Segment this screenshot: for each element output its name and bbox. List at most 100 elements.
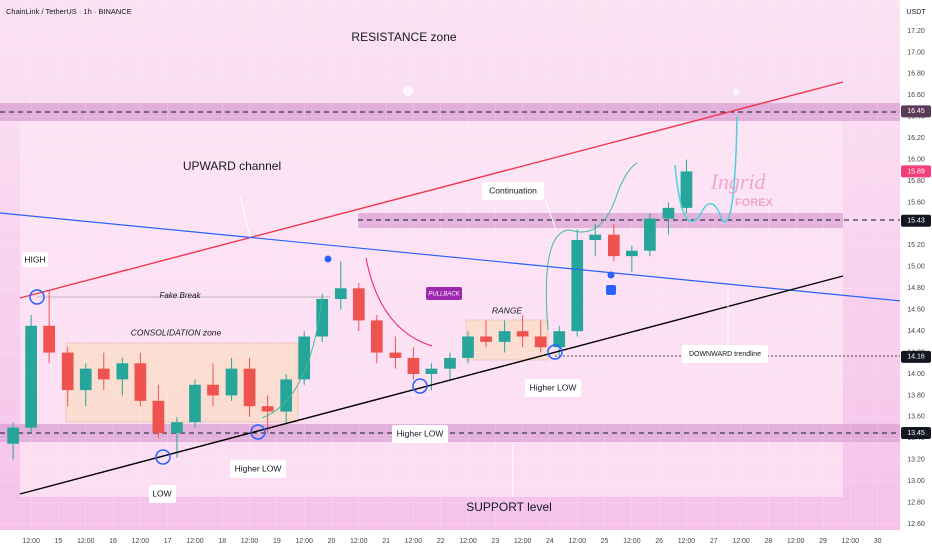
y-tick-label: 13.60	[907, 414, 925, 421]
x-tick-label: 12:00	[350, 538, 368, 545]
label-box	[392, 425, 448, 443]
x-tick-label: 12:00	[295, 538, 313, 545]
pointer	[544, 198, 557, 231]
candle-body	[370, 320, 383, 353]
x-tick-label: 16	[109, 538, 117, 545]
candle-body	[316, 298, 329, 337]
candle-body	[171, 422, 183, 433]
pivot-circle	[250, 424, 266, 440]
y-tick-label: 16.20	[907, 135, 925, 142]
y-tick-label: 13.00	[907, 478, 925, 485]
x-tick-label: 12:00	[186, 538, 204, 545]
annotation: Continuation	[489, 185, 537, 195]
candle-body	[280, 379, 293, 412]
x-tick-label: 12:00	[842, 538, 860, 545]
candle-body	[498, 331, 511, 342]
x-tick-label: 27	[710, 538, 718, 545]
axes: 12.6012.8013.0013.2013.4013.6013.8014.00…	[22, 28, 931, 545]
x-tick-label: 12:00	[77, 538, 95, 545]
arrow	[261, 297, 323, 419]
annotation: CONSOLIDATION zone	[131, 327, 222, 337]
y-tick-label: 13.20	[907, 457, 925, 464]
logo: Ingrid	[710, 169, 767, 194]
downward-trendline	[0, 212, 932, 305]
label-box	[149, 485, 176, 503]
y-tick-label: 17.20	[907, 28, 925, 35]
pivot-circle	[29, 289, 45, 305]
time-axis	[0, 530, 900, 550]
candle-body	[207, 384, 219, 396]
x-tick-label: 20	[328, 538, 336, 545]
y-tick-label: 16.60	[907, 92, 925, 99]
candle-body	[43, 325, 56, 353]
candle-body	[225, 368, 238, 396]
price-axis	[900, 0, 932, 550]
annotation: SUPPORT level	[466, 500, 552, 514]
x-tick-label: 18	[218, 538, 226, 545]
x-tick-label: 12:00	[732, 538, 750, 545]
label-box	[482, 182, 544, 200]
arrow	[545, 162, 638, 331]
candle-body	[243, 368, 256, 407]
x-tick-label: 24	[546, 538, 554, 545]
annotation: HIGH	[24, 254, 45, 264]
y-tick-label: 14.40	[907, 328, 925, 335]
candle-body	[571, 240, 584, 332]
currency: USDT	[906, 9, 926, 16]
candle-body	[480, 336, 492, 342]
y-tick-label: 16.00	[907, 156, 925, 163]
x-tick-label: 26	[655, 538, 663, 545]
price-badge	[901, 426, 931, 439]
annotation: Higher LOW	[397, 428, 444, 438]
x-tick-label: 25	[601, 538, 609, 545]
candle-body	[625, 250, 638, 257]
annotation: RANGE	[492, 305, 523, 315]
candle-body	[61, 352, 74, 391]
candle-body	[152, 400, 165, 433]
candle-body	[607, 234, 620, 257]
pivot-circle	[547, 344, 563, 360]
candle-body	[116, 363, 129, 380]
candle-body	[334, 288, 347, 299]
symbol: ChainLink / TetherUS · 1h · BINANCE	[6, 7, 132, 16]
x-tick-label: 17	[164, 538, 172, 545]
candle-body	[444, 357, 456, 369]
label-box	[22, 252, 48, 267]
price-badge-label: 16.45	[907, 108, 925, 115]
y-tick-label: 14.80	[907, 285, 925, 292]
pivot-dot	[324, 255, 332, 263]
price-badge-label: 14.16	[907, 354, 925, 361]
x-tick-label: 12:00	[787, 538, 805, 545]
price-badge	[901, 165, 931, 178]
candle-body	[298, 336, 311, 380]
price-badge	[901, 214, 931, 227]
x-tick-label: 12:00	[678, 538, 696, 545]
candle-body	[680, 171, 693, 208]
candle-body	[97, 368, 110, 380]
y-tick-label: 13.80	[907, 392, 925, 399]
x-tick-label: 15	[55, 538, 63, 545]
y-tick-label: 15.80	[907, 178, 925, 185]
candle-body	[25, 325, 37, 428]
breakout-band	[358, 213, 843, 228]
y-tick-label: 17.00	[907, 49, 925, 56]
candle-body	[7, 427, 19, 444]
x-tick-label: 30	[874, 538, 882, 545]
x-tick-label: 28	[764, 538, 772, 545]
candle-body	[352, 288, 365, 321]
x-tick-label: 21	[382, 538, 390, 545]
x-tick-label: 12:00	[405, 538, 423, 545]
icon: ★	[731, 85, 742, 99]
candle-body	[662, 207, 675, 219]
price-badge-label: 13.45	[907, 430, 925, 437]
price-badge	[901, 350, 931, 363]
icon	[403, 86, 413, 96]
candle-body	[261, 406, 274, 412]
candle-body	[644, 218, 656, 251]
y-tick-label: 15.00	[907, 264, 925, 271]
annotation: PULLBACK	[428, 292, 460, 298]
pivot-dot	[607, 271, 615, 279]
annotation: Higher LOW	[235, 463, 282, 473]
candle-body	[79, 368, 92, 391]
